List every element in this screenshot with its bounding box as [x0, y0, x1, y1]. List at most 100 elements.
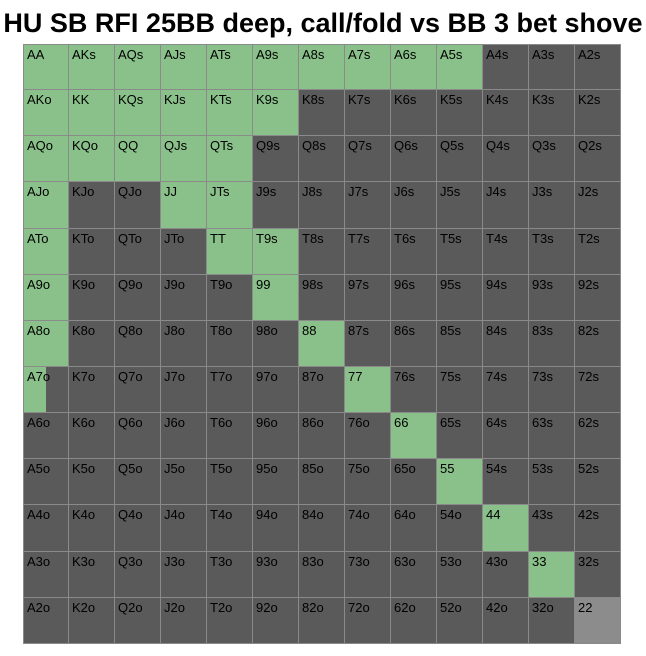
hand-cell-AKs: AKs: [69, 44, 115, 91]
hand-cell-ATs: ATs: [207, 44, 253, 91]
hand-label: 43o: [486, 553, 508, 569]
hand-cell-66: 66: [391, 413, 437, 460]
hand-label: T9s: [256, 230, 278, 246]
hand-cell-KQs: KQs: [115, 90, 161, 137]
hand-cell-J8o: J8o: [161, 320, 207, 367]
hand-label: QQ: [118, 138, 139, 154]
hand-cell-K9s: K9s: [253, 90, 299, 137]
hand-label: AJs: [164, 47, 186, 62]
hand-cell-KTs: KTs: [207, 90, 253, 137]
hand-cell-A4s: A4s: [483, 44, 529, 91]
hand-cell-QJs: QJs: [161, 136, 207, 183]
hand-cell-J9s: J9s: [253, 182, 299, 229]
hand-cell-93o: 93o: [253, 551, 299, 598]
hand-label: T4s: [486, 230, 508, 246]
hand-cell-AQo: AQo: [23, 136, 69, 183]
hand-label: KQs: [118, 92, 144, 108]
hand-label: A9o: [27, 276, 51, 292]
hand-label: 84o: [302, 507, 324, 523]
hand-cell-KQo: KQo: [69, 136, 115, 183]
hand-cell-A2s: A2s: [575, 44, 621, 91]
hand-cell-K8s: K8s: [299, 90, 345, 137]
hand-cell-A5o: A5o: [23, 459, 69, 506]
hand-label: Q3o: [118, 553, 143, 569]
hand-label: K5s: [440, 92, 463, 108]
hand-cell-43s: 43s: [529, 505, 575, 552]
hand-label: 55: [440, 461, 455, 477]
hand-label: 65o: [394, 461, 416, 477]
hand-label: T7s: [348, 230, 370, 246]
hand-label: T7o: [210, 368, 233, 384]
hand-label: QTo: [118, 230, 142, 246]
hand-label: A8o: [27, 322, 51, 338]
hand-cell-T9s: T9s: [253, 228, 299, 275]
hand-label: AA: [27, 47, 45, 62]
hand-cell-K3s: K3s: [529, 90, 575, 137]
hand-cell-44: 44: [483, 505, 529, 552]
hand-cell-Q6s: Q6s: [391, 136, 437, 183]
hand-cell-Q3s: Q3s: [529, 136, 575, 183]
hand-cell-J9o: J9o: [161, 274, 207, 321]
hand-cell-T9o: T9o: [207, 274, 253, 321]
hand-cell-AJo: AJo: [23, 182, 69, 229]
hand-label: J2o: [164, 599, 185, 615]
hand-cell-JJ: JJ: [161, 182, 207, 229]
hand-cell-K6o: K6o: [69, 413, 115, 460]
hand-label: 64o: [394, 507, 416, 523]
hand-cell-52o: 52o: [437, 597, 483, 644]
hand-label: T5s: [440, 230, 462, 246]
hand-cell-AJs: AJs: [161, 44, 207, 91]
hand-label: T5o: [210, 461, 233, 477]
hand-label: 93o: [256, 553, 278, 569]
hand-label: K5o: [72, 461, 96, 477]
hand-cell-K5o: K5o: [69, 459, 115, 506]
hand-cell-Q7o: Q7o: [115, 366, 161, 414]
hand-label: J4s: [486, 184, 507, 200]
hand-label: JTo: [164, 230, 185, 246]
hand-label: J8o: [164, 322, 185, 338]
hand-cell-Q3o: Q3o: [115, 551, 161, 598]
hand-cell-J6o: J6o: [161, 413, 207, 460]
hand-label: K3o: [72, 553, 96, 569]
hand-label: 74s: [486, 368, 507, 384]
hand-label: 72o: [348, 599, 370, 615]
hand-label: 72s: [578, 368, 599, 384]
hand-cell-73o: 73o: [345, 551, 391, 598]
hand-cell-T8o: T8o: [207, 320, 253, 367]
hand-cell-K5s: K5s: [437, 90, 483, 137]
hand-label: 54o: [440, 507, 462, 523]
hand-label: Q4o: [118, 507, 143, 523]
hand-label: 86s: [394, 322, 415, 338]
hand-label: 98s: [302, 276, 323, 292]
hand-cell-J3o: J3o: [161, 551, 207, 598]
hand-label: J5s: [440, 184, 461, 200]
hand-cell-J3s: J3s: [529, 182, 575, 229]
hand-cell-55: 55: [437, 459, 483, 506]
hand-cell-73s: 73s: [529, 366, 575, 414]
hand-cell-J7o: J7o: [161, 366, 207, 414]
hand-label: AJo: [27, 184, 50, 200]
hand-cell-93s: 93s: [529, 274, 575, 321]
hand-label: K8o: [72, 322, 96, 338]
hand-cell-A9o: A9o: [23, 274, 69, 321]
hand-label: AQs: [118, 47, 144, 62]
hand-label: K9s: [256, 92, 279, 108]
hand-label: 87s: [348, 322, 369, 338]
hand-label: ATs: [210, 47, 231, 62]
hand-label: A3o: [27, 553, 51, 569]
hand-label: 33: [532, 553, 547, 569]
hand-label: 74o: [348, 507, 370, 523]
hand-label: J9o: [164, 276, 185, 292]
hand-label: K4s: [486, 92, 509, 108]
hand-cell-K4o: K4o: [69, 505, 115, 552]
hand-label: 53s: [532, 461, 553, 477]
hand-cell-QTo: QTo: [115, 228, 161, 275]
hand-label: 54s: [486, 461, 507, 477]
hand-label: K7o: [72, 368, 96, 384]
hand-label: 53o: [440, 553, 462, 569]
hand-label: Q2o: [118, 599, 143, 615]
hand-label: A7o: [27, 368, 51, 384]
hand-label: Q7s: [348, 138, 372, 154]
hand-cell-42s: 42s: [575, 505, 621, 552]
hand-label: J3o: [164, 553, 185, 569]
